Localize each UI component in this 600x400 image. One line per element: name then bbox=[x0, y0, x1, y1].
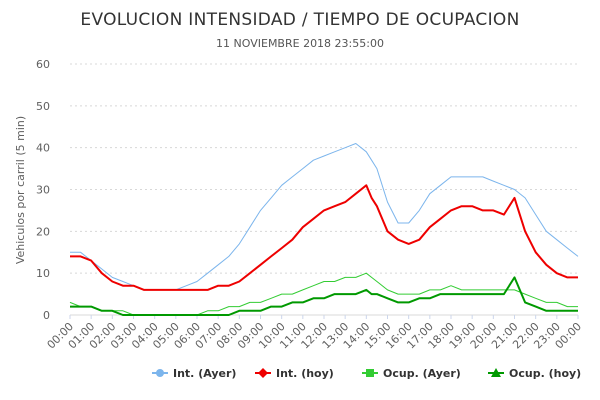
legend-label: Int. (hoy) bbox=[276, 367, 334, 380]
x-axis-ticks: 00:0001:0002:0003:0004:0005:0006:0007:00… bbox=[45, 315, 584, 352]
legend-item[interactable]: Int. (hoy) bbox=[255, 367, 334, 380]
series-line-1 bbox=[70, 184, 578, 291]
legend-label: Int. (Ayer) bbox=[173, 367, 236, 380]
chart-subtitle: 11 NOVIEMBRE 2018 23:55:00 bbox=[216, 37, 384, 50]
series-line-0 bbox=[70, 143, 579, 291]
legend-item[interactable]: Ocup. (hoy) bbox=[488, 367, 581, 380]
y-tick-label: 50 bbox=[36, 100, 50, 113]
y-tick-label: 40 bbox=[36, 142, 50, 155]
legend-item[interactable]: Int. (Ayer) bbox=[152, 367, 236, 380]
circle-marker-icon bbox=[156, 369, 164, 377]
diamond-marker-icon bbox=[258, 368, 268, 378]
legend-label: Ocup. (hoy) bbox=[509, 367, 581, 380]
y-tick-label: 10 bbox=[36, 267, 50, 280]
y-axis-label: Vehiculos por carril (5 min) bbox=[14, 116, 27, 264]
legend[interactable]: Int. (Ayer) Int. (hoy) Ocup. (Ayer) Ocup. (… bbox=[152, 367, 581, 380]
triangle-marker-icon bbox=[491, 368, 501, 377]
series-line-3 bbox=[70, 276, 578, 316]
legend-label: Ocup. (Ayer) bbox=[383, 367, 461, 380]
y-tick-label: 0 bbox=[43, 309, 50, 322]
y-tick-label: 60 bbox=[36, 58, 50, 71]
y-tick-label: 30 bbox=[36, 184, 50, 197]
y-tick-label: 20 bbox=[36, 225, 50, 238]
square-marker-icon bbox=[366, 369, 374, 377]
legend-item[interactable]: Ocup. (Ayer) bbox=[362, 367, 461, 380]
y-axis-ticks: 0 10 20 30 40 50 60 bbox=[36, 58, 50, 322]
chart-title: EVOLUCION INTENSIDAD / TIEMPO DE OCUPACI… bbox=[80, 10, 519, 30]
series-lines bbox=[69, 143, 579, 316]
grid-lines bbox=[70, 63, 578, 316]
